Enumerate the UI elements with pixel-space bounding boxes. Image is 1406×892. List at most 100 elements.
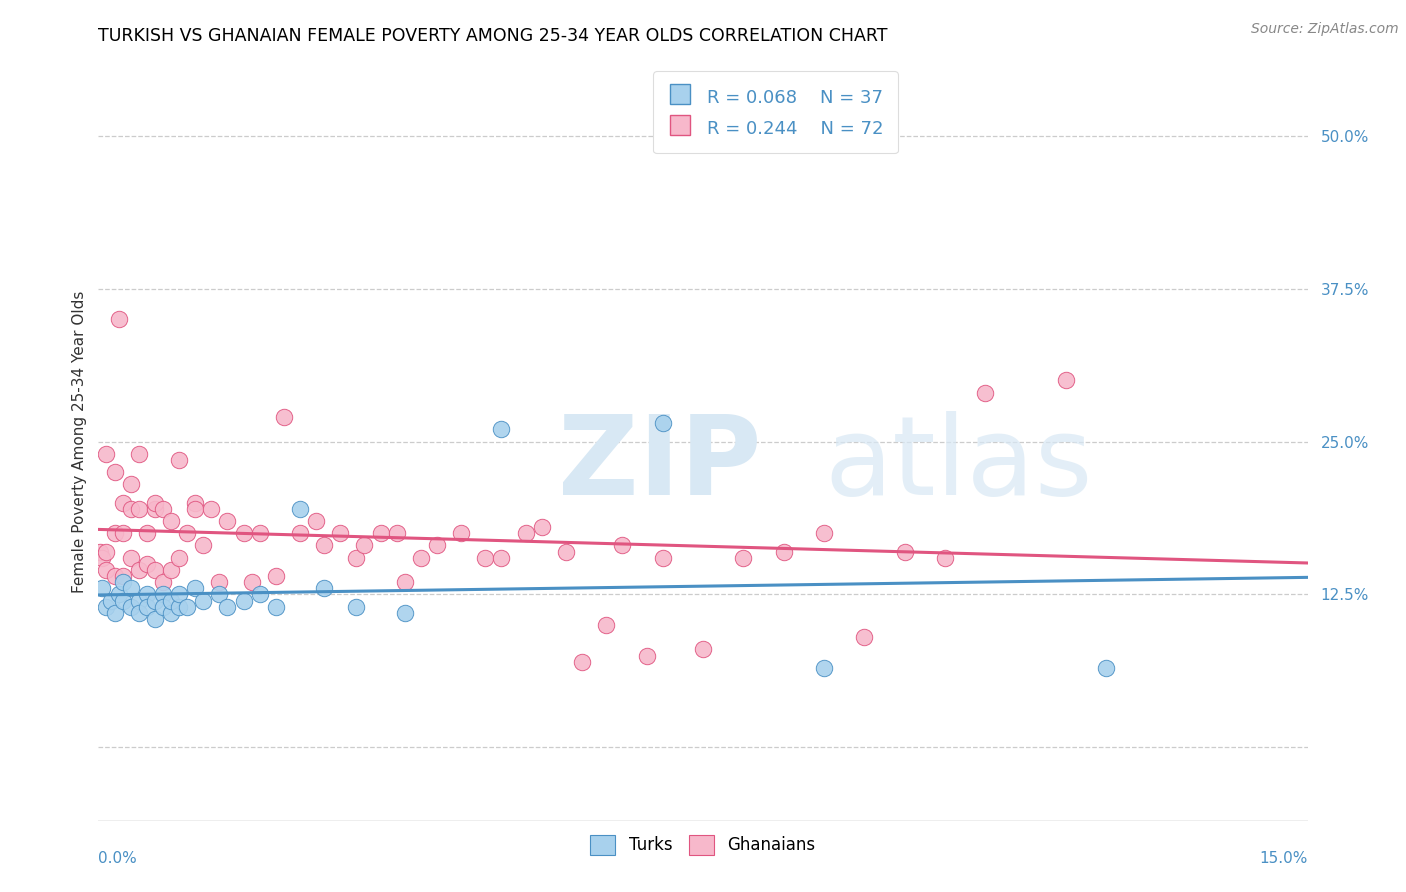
Point — [651, 550, 673, 565]
Point — [111, 526, 134, 541]
Text: 15.0%: 15.0% — [1260, 851, 1308, 866]
Point — [1095, 661, 1118, 675]
Point — [128, 563, 150, 577]
Point — [120, 550, 142, 565]
Point — [893, 544, 915, 558]
Point — [394, 606, 416, 620]
Point — [91, 550, 114, 565]
Point — [111, 569, 134, 583]
Point — [143, 612, 166, 626]
Point — [273, 410, 295, 425]
Point — [176, 526, 198, 541]
Point — [232, 593, 254, 607]
Point — [120, 477, 142, 491]
Point — [314, 539, 336, 553]
Point — [167, 453, 190, 467]
Point — [240, 575, 263, 590]
Point — [232, 526, 254, 541]
Point — [515, 526, 537, 541]
Point — [111, 593, 134, 607]
Point — [103, 569, 125, 583]
Point — [184, 501, 207, 516]
Point — [264, 569, 287, 583]
Point — [167, 587, 190, 601]
Point — [555, 544, 578, 558]
Point — [450, 526, 472, 541]
Point — [692, 642, 714, 657]
Point — [143, 496, 166, 510]
Point — [530, 520, 553, 534]
Text: atlas: atlas — [824, 411, 1092, 517]
Point — [353, 539, 375, 553]
Point — [344, 550, 367, 565]
Point — [370, 526, 392, 541]
Point — [111, 496, 134, 510]
Point — [176, 599, 198, 614]
Point — [200, 501, 222, 516]
Point — [135, 599, 157, 614]
Point — [329, 526, 352, 541]
Text: ZIP: ZIP — [558, 411, 761, 517]
Point — [167, 599, 190, 614]
Point — [103, 606, 125, 620]
Point — [160, 606, 183, 620]
Point — [96, 544, 118, 558]
Point — [491, 422, 513, 436]
Point — [934, 550, 956, 565]
Point — [135, 587, 157, 601]
Point — [160, 593, 183, 607]
Point — [143, 501, 166, 516]
Point — [167, 550, 190, 565]
Point — [152, 599, 174, 614]
Point — [128, 447, 150, 461]
Point — [120, 501, 142, 516]
Point — [813, 526, 835, 541]
Point — [208, 587, 231, 601]
Point — [974, 385, 997, 400]
Text: Source: ZipAtlas.com: Source: ZipAtlas.com — [1251, 22, 1399, 37]
Point — [409, 550, 432, 565]
Point — [385, 526, 408, 541]
Legend: Turks, Ghanaians: Turks, Ghanaians — [583, 828, 823, 862]
Point — [107, 587, 129, 601]
Point — [208, 575, 231, 590]
Point — [91, 582, 114, 596]
Point — [491, 550, 513, 565]
Point — [651, 416, 673, 430]
Point — [249, 587, 271, 601]
Point — [344, 599, 367, 614]
Point — [264, 599, 287, 614]
Point — [128, 606, 150, 620]
Point — [474, 550, 496, 565]
Point — [249, 526, 271, 541]
Point — [217, 599, 239, 614]
Point — [813, 661, 835, 675]
Point — [305, 514, 328, 528]
Point — [89, 544, 111, 558]
Point — [314, 582, 336, 596]
Point — [100, 593, 122, 607]
Point — [120, 599, 142, 614]
Point — [288, 526, 311, 541]
Point — [152, 575, 174, 590]
Point — [733, 550, 755, 565]
Point — [160, 514, 183, 528]
Point — [426, 539, 449, 553]
Point — [152, 501, 174, 516]
Point — [1054, 373, 1077, 387]
Point — [160, 563, 183, 577]
Y-axis label: Female Poverty Among 25-34 Year Olds: Female Poverty Among 25-34 Year Olds — [72, 291, 87, 592]
Point — [135, 557, 157, 571]
Point — [595, 618, 617, 632]
Point — [193, 539, 215, 553]
Point — [128, 593, 150, 607]
Point — [636, 648, 658, 663]
Point — [111, 575, 134, 590]
Point — [184, 582, 207, 596]
Point — [96, 599, 118, 614]
Point — [853, 630, 876, 644]
Point — [107, 312, 129, 326]
Point — [96, 447, 118, 461]
Point — [772, 544, 794, 558]
Point — [143, 563, 166, 577]
